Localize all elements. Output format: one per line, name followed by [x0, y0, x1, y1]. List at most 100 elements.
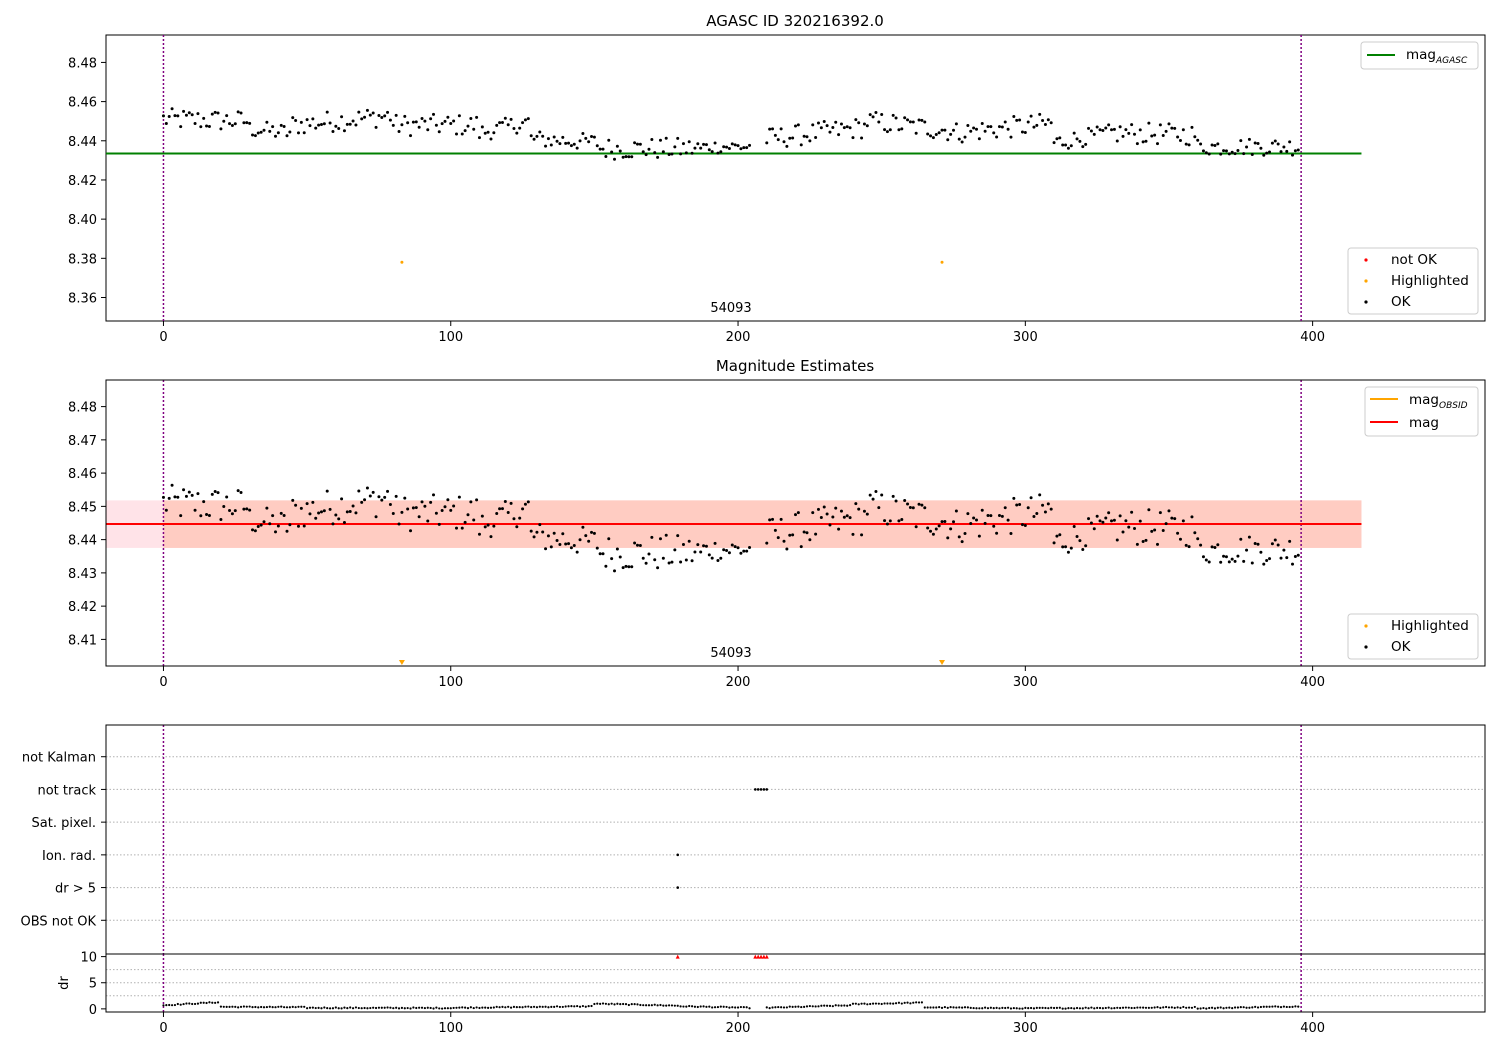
dr-point [1009, 1007, 1013, 1010]
x-tick-label: 200 [726, 330, 751, 345]
ok-point [409, 134, 413, 138]
dr-point [386, 1006, 389, 1009]
dr-point [863, 1002, 866, 1005]
ok-point [317, 123, 321, 127]
ok-point [446, 115, 450, 119]
ok-point [575, 146, 579, 150]
ok-point [259, 523, 263, 527]
dr-point [860, 1002, 863, 1005]
dr-point [205, 1001, 208, 1005]
dr-point [897, 1001, 901, 1004]
ok-point [1155, 142, 1159, 146]
ok-point [432, 493, 436, 497]
dr-point [1006, 1006, 1010, 1009]
dr-point [1150, 1006, 1153, 1009]
ok-point [914, 131, 918, 135]
ok-point [1029, 496, 1033, 500]
ok-point [354, 511, 358, 515]
ok-point [788, 136, 792, 140]
dr-point [535, 1006, 539, 1009]
dr-point [351, 1007, 355, 1010]
ok-point [825, 512, 829, 516]
x-tick-label: 300 [1013, 675, 1038, 690]
dr-point [619, 1002, 622, 1006]
dr-point [383, 1006, 386, 1009]
dr-point [524, 1005, 527, 1008]
ok-point [446, 498, 450, 502]
ok-point [1006, 127, 1010, 131]
ok-point [914, 525, 918, 529]
ok-point [874, 110, 878, 114]
ok-point [1078, 539, 1082, 543]
ok-point [578, 139, 582, 143]
dr-point [337, 1007, 340, 1010]
ok-point [1187, 545, 1191, 549]
dr-point [791, 1005, 794, 1008]
ok-point [952, 520, 956, 524]
ok-point [420, 500, 424, 504]
ok-point [862, 122, 866, 126]
ok-point [828, 523, 832, 527]
dr-point [541, 1005, 544, 1008]
ok-point [658, 537, 662, 541]
dr-point [679, 1005, 682, 1008]
dr-point [622, 1002, 625, 1006]
dr-point [981, 1007, 984, 1010]
ok-point [374, 125, 378, 129]
ok-point [946, 536, 950, 540]
dr-point [1047, 1007, 1050, 1010]
ok-point [1112, 518, 1116, 522]
ok-point [1092, 527, 1096, 531]
ok-point [308, 124, 312, 128]
ok-point [1181, 128, 1185, 132]
ok-point [727, 147, 731, 151]
flag-category-label: not Kalman [22, 751, 96, 766]
ok-point [308, 512, 312, 516]
ok-point [345, 510, 349, 514]
ok-point [469, 500, 473, 504]
ok-point [684, 151, 688, 155]
x-tick-label: 300 [1013, 1021, 1038, 1036]
ok-point [1150, 134, 1154, 138]
ok-point [337, 127, 341, 131]
dr-point [484, 1006, 487, 1009]
dr-point [443, 1007, 447, 1010]
ok-point [1207, 560, 1211, 564]
ok-point [1239, 537, 1243, 541]
dr-point [1073, 1007, 1076, 1010]
ok-point [477, 136, 481, 140]
ok-point [937, 524, 941, 528]
ok-point [716, 151, 720, 155]
dr-capped-point [761, 954, 766, 959]
ok-point [587, 140, 591, 144]
ok-point [170, 483, 174, 487]
dr-point [196, 1002, 200, 1005]
ok-point [707, 148, 711, 152]
ok-point [785, 144, 789, 148]
ok-point [271, 125, 275, 129]
dr-point [734, 1006, 737, 1009]
dr-point [1288, 1005, 1291, 1009]
ok-point [561, 135, 565, 139]
dr-point [225, 1005, 228, 1008]
ok-point [1055, 534, 1059, 538]
dr-point [811, 1005, 814, 1008]
dr-point [561, 1005, 564, 1009]
ok-point [466, 124, 470, 128]
ok-point [1124, 519, 1128, 523]
ok-point [368, 113, 372, 117]
ok-point [1268, 150, 1272, 154]
dr-point [412, 1006, 415, 1009]
ok-point [1018, 118, 1022, 122]
ok-point [457, 114, 461, 118]
dr-point [1170, 1006, 1173, 1009]
x-tick-label: 400 [1300, 1021, 1325, 1036]
dr-point [659, 1003, 662, 1007]
ok-point [592, 531, 596, 535]
ok-point [1107, 123, 1111, 127]
dr-point [409, 1007, 412, 1010]
dr-point [949, 1006, 952, 1009]
ok-point [722, 145, 726, 149]
dr-point [984, 1006, 987, 1009]
dr-point [716, 1005, 720, 1009]
